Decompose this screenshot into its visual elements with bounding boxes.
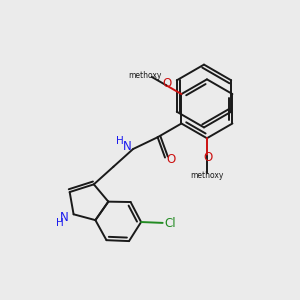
Text: O: O <box>203 152 212 164</box>
Text: methoxy: methoxy <box>128 71 162 80</box>
Text: methoxy: methoxy <box>190 171 224 180</box>
Text: O: O <box>163 77 172 90</box>
Text: N: N <box>123 140 132 153</box>
Text: N: N <box>60 212 69 224</box>
Text: H: H <box>56 218 64 228</box>
Text: H: H <box>116 136 124 146</box>
Text: Cl: Cl <box>165 217 176 230</box>
Text: O: O <box>166 153 176 166</box>
